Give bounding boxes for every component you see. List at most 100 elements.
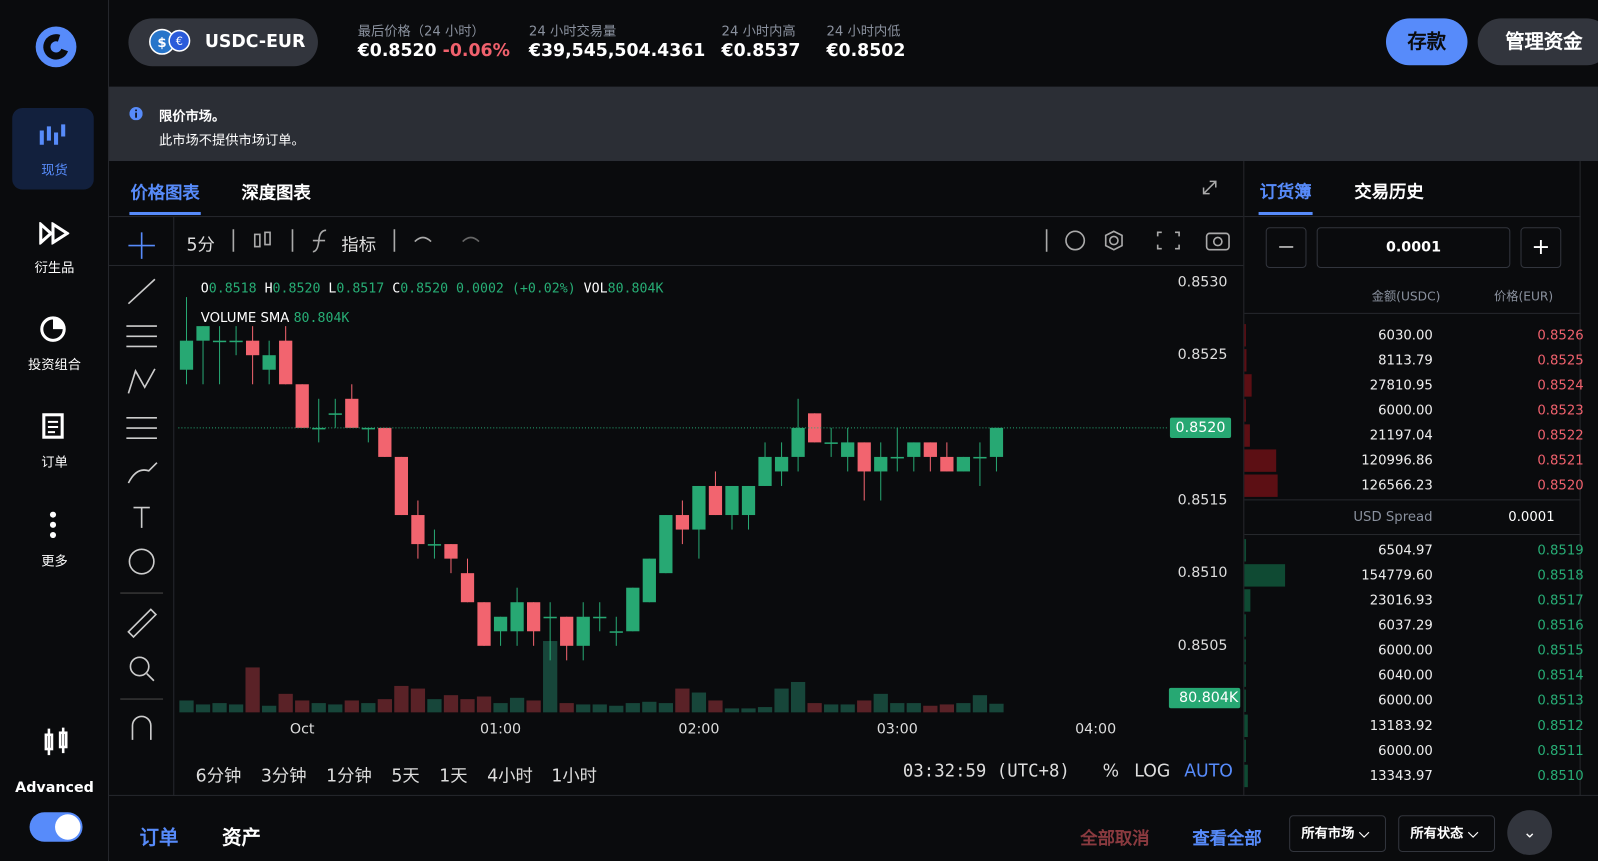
- tab[interactable]: 价格图表: [130, 183, 200, 204]
- divider: [109, 216, 1244, 218]
- info-icon: [129, 107, 143, 121]
- percent-toggle[interactable]: %: [1102, 761, 1120, 782]
- logo[interactable]: [35, 25, 78, 68]
- legend-key: VOL: [583, 281, 608, 297]
- filter-label: 所有市场: [1301, 826, 1355, 842]
- depth-bar: [1244, 714, 1248, 738]
- volume-bar: [724, 708, 740, 713]
- notice-banner: [109, 86, 1598, 162]
- tab[interactable]: 订货簿: [1259, 182, 1312, 203]
- candle-body: [345, 398, 359, 428]
- legend-key: C: [392, 281, 401, 297]
- order-price: 0.8512: [1537, 719, 1583, 734]
- candle-body: [526, 602, 541, 632]
- volume-bar: [642, 701, 657, 713]
- order-price: 0.8517: [1537, 593, 1583, 608]
- candle-body: [394, 456, 409, 516]
- volume-bar: [741, 708, 756, 713]
- volume-tag: [1168, 687, 1241, 709]
- advanced-toggle[interactable]: [29, 812, 83, 842]
- log-toggle[interactable]: LOG: [1134, 761, 1171, 782]
- cancel-all[interactable]: 全部取消: [1080, 828, 1150, 849]
- volume-bar: [824, 704, 839, 713]
- volume-bar: [543, 641, 558, 713]
- range[interactable]: 1小时: [551, 766, 598, 787]
- expand-icon[interactable]: [1202, 180, 1217, 195]
- tab[interactable]: 深度图表: [241, 183, 311, 204]
- order-amount: 6000.00: [1378, 694, 1433, 709]
- sma-value: 80.804K: [293, 310, 350, 327]
- candle-body: [973, 456, 987, 459]
- depth-bar: [1244, 614, 1246, 637]
- market-filter[interactable]: 所有市场 ⌵: [1289, 815, 1386, 852]
- depth-bar: [1244, 474, 1278, 497]
- volume-bar: [509, 697, 525, 713]
- range[interactable]: 4小时: [487, 766, 533, 787]
- volume-bar: [526, 700, 541, 713]
- candle-body: [229, 340, 243, 343]
- auto-toggle[interactable]: AUTO: [1184, 761, 1233, 782]
- volume-bar: [245, 667, 260, 713]
- increment-input[interactable]: 0.0001: [1316, 227, 1511, 269]
- depth-bar: [1244, 589, 1251, 612]
- tab[interactable]: 交易历史: [1354, 182, 1424, 203]
- range[interactable]: 3分钟: [260, 766, 307, 787]
- candle-body: [444, 544, 458, 559]
- range[interactable]: 5天: [391, 766, 420, 787]
- tab[interactable]: 订单: [139, 826, 179, 849]
- nav-item[interactable]: 现货: [41, 163, 68, 179]
- candle-body: [312, 427, 326, 430]
- volume-bar: [179, 700, 194, 713]
- divider: [1244, 534, 1581, 536]
- collapse-button[interactable]: ⌄: [1507, 810, 1553, 856]
- candle-body: [841, 442, 855, 457]
- order-amount: 6030.00: [1378, 328, 1433, 343]
- nav-item[interactable]: 衍生品: [34, 260, 75, 277]
- price-header: 价格(EUR): [1494, 289, 1554, 304]
- candle-body: [245, 340, 260, 356]
- price-change: -0.06%: [442, 40, 510, 62]
- manage-funds-button[interactable]: 管理资金: [1477, 18, 1598, 66]
- order-price: 0.8515: [1537, 644, 1583, 659]
- candle-body: [411, 515, 425, 545]
- sma-key: VOLUME SMA: [200, 310, 290, 327]
- candle-body: [262, 355, 276, 370]
- order-amount: 6000.00: [1378, 644, 1433, 659]
- nav-item[interactable]: 投资组合: [28, 357, 82, 373]
- status-filter[interactable]: 所有状态 ⌵: [1398, 815, 1496, 852]
- order-amount: 6000.00: [1378, 403, 1433, 418]
- nav-item[interactable]: 更多: [41, 554, 68, 570]
- more-icon: [49, 511, 57, 539]
- decrement-button[interactable]: −: [1265, 227, 1307, 269]
- divider: [1244, 312, 1581, 314]
- svg-text:$: $: [157, 36, 166, 51]
- order-price: 0.8525: [1537, 353, 1583, 368]
- notice-text: 此市场不提供市场订单。: [158, 133, 305, 149]
- view-all[interactable]: 查看全部: [1192, 828, 1262, 849]
- range[interactable]: 1天: [439, 766, 468, 787]
- divider: [173, 217, 175, 796]
- legend-change: 0.0002 (+0.02%): [456, 281, 576, 297]
- derivatives-icon: [39, 222, 70, 245]
- volume-bar: [328, 704, 343, 713]
- volume-bar: [989, 703, 1004, 713]
- interval[interactable]: 5分: [186, 235, 215, 256]
- nav-item[interactable]: 订单: [41, 455, 68, 471]
- volume-tag-label: 80.804K: [1179, 690, 1239, 706]
- tab[interactable]: 资产: [222, 826, 261, 849]
- candle-body: [460, 573, 475, 603]
- range[interactable]: 1分钟: [326, 766, 372, 787]
- candle-body: [791, 427, 805, 457]
- volume-bar: [592, 704, 607, 713]
- increment-button[interactable]: +: [1520, 227, 1562, 269]
- candle-body: [543, 616, 557, 619]
- candle-body: [824, 442, 838, 444]
- depth-bar: [1244, 399, 1246, 422]
- candle-body: [989, 427, 1004, 457]
- candle-body: [477, 602, 491, 646]
- candle-body: [295, 384, 309, 428]
- indicators[interactable]: 指标: [341, 235, 377, 256]
- divider: [1244, 216, 1581, 218]
- deposit-button[interactable]: 存款: [1385, 18, 1468, 66]
- range[interactable]: 6分钟: [195, 766, 242, 787]
